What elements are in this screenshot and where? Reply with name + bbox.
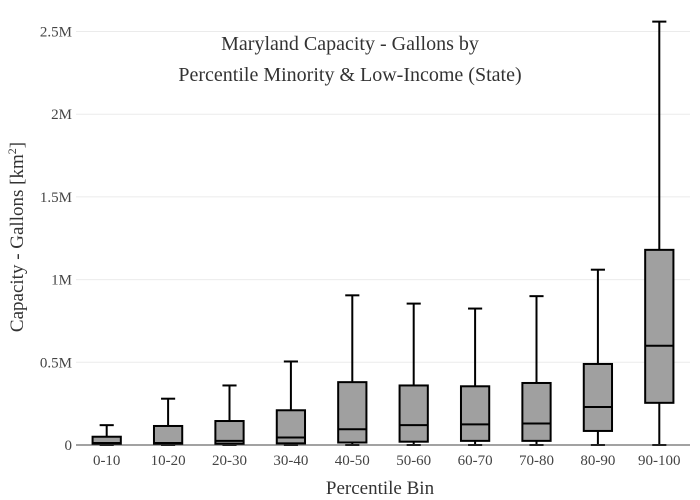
chart-title-line2: Percentile Minority & Low-Income (State) <box>178 64 521 86</box>
y-tick-labels: 0 0.5M 1M 1.5M 2M 2.5M <box>40 25 72 454</box>
y-axis-title-end: ] <box>7 142 28 148</box>
box-50-60 <box>398 302 429 446</box>
y-axis-title-sup: 2 <box>5 148 19 154</box>
iqr-box <box>644 248 675 404</box>
grid-lines <box>76 31 690 363</box>
x-tick-label: 90-100 <box>638 453 681 469</box>
x-tick-label: 10-20 <box>151 453 186 469</box>
box-30-40 <box>275 360 307 446</box>
iqr-box <box>459 385 491 442</box>
x-axis-title: Percentile Bin <box>326 478 435 499</box>
x-tick-label: 30-40 <box>273 453 308 469</box>
x-tick-labels: 0-10 10-20 20-30 30-40 40-50 50-60 60-70 70-80 8… <box>93 453 681 469</box>
iqr-box <box>91 435 122 446</box>
y-tick-label: 0.5M <box>40 355 72 371</box>
iqr-box <box>521 381 552 442</box>
y-tick-label: 1M <box>51 273 72 289</box>
x-tick-label: 70-80 <box>519 453 554 469</box>
x-tick-label: 60-70 <box>458 453 493 469</box>
y-axis-title-main: Capacity - Gallons [km <box>7 154 28 332</box>
box-0-10 <box>91 424 122 446</box>
box-40-50 <box>337 294 368 446</box>
box-60-70 <box>459 307 491 446</box>
iqr-box <box>582 362 614 432</box>
y-tick-label: 2M <box>51 107 72 123</box>
x-tick-label: 40-50 <box>335 453 370 469</box>
y-tick-label: 1.5M <box>40 190 72 206</box>
box-80-90 <box>582 268 614 446</box>
x-tick-label: 20-30 <box>212 453 247 469</box>
box-70-80 <box>521 295 552 446</box>
chart-title-line1: Maryland Capacity - Gallons by <box>221 33 479 55</box>
iqr-box <box>337 381 368 444</box>
y-axis-title: Capacity - Gallons [km2] <box>5 142 28 332</box>
box-10-20 <box>152 397 184 446</box>
x-tick-label: 0-10 <box>93 453 121 469</box>
box-20-30 <box>214 384 245 446</box>
y-tick-label: 0 <box>65 438 73 454</box>
iqr-box <box>398 384 429 443</box>
x-tick-label: 80-90 <box>580 453 615 469</box>
y-tick-label: 2.5M <box>40 25 72 41</box>
iqr-box <box>152 424 184 446</box>
x-tick-label: 50-60 <box>396 453 431 469</box>
box-90-100 <box>644 20 675 446</box>
iqr-box <box>214 420 245 445</box>
